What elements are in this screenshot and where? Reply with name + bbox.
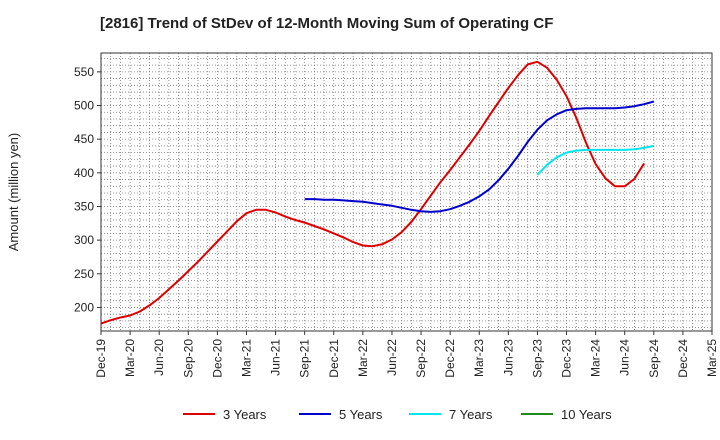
- legend-label-5-years: 5 Years: [339, 407, 383, 422]
- legend-label-7-years: 7 Years: [449, 407, 493, 422]
- x-tick-label: Mar-25: [705, 339, 719, 377]
- plot-area: [100, 52, 713, 332]
- x-tick-label: Dec-20: [210, 339, 224, 378]
- y-axis: 200 250 300 350 400 450 500 550: [74, 65, 101, 314]
- y-tick-label: 200: [74, 300, 94, 314]
- x-tick-label: Sep-23: [530, 339, 544, 378]
- y-tick-label: 450: [74, 132, 94, 146]
- x-tick-label: Dec-19: [94, 339, 108, 378]
- legend-label-3-years: 3 Years: [223, 407, 267, 422]
- x-tick-label: Dec-24: [676, 339, 690, 378]
- x-tick-label: Jun-21: [269, 339, 283, 376]
- series-line-3-years: [100, 60, 645, 325]
- x-axis: Dec-19 Mar-20 Jun-20 Sep-20 Dec-20 Mar-21 Jun-…: [94, 331, 719, 378]
- series-lines: [100, 60, 655, 325]
- grid-lines: [101, 53, 712, 331]
- x-tick-label: Jun-20: [152, 339, 166, 376]
- x-tick-label: Mar-22: [356, 339, 370, 377]
- x-tick-label: Dec-23: [560, 339, 574, 378]
- x-tick-label: Mar-24: [589, 339, 603, 377]
- y-tick-label: 250: [74, 267, 94, 281]
- y-axis-label: Amount (million yen): [6, 133, 21, 252]
- x-tick-label: Sep-24: [647, 339, 661, 378]
- x-tick-label: Mar-23: [472, 339, 486, 377]
- x-tick-label: Dec-22: [443, 339, 457, 378]
- series-line-7-years: [536, 144, 655, 176]
- x-tick-label: Sep-20: [181, 339, 195, 378]
- series-line-5-years: [304, 100, 655, 213]
- legend-label-10-years: 10 Years: [561, 407, 612, 422]
- x-tick-label: Dec-21: [327, 339, 341, 378]
- x-tick-label: Sep-22: [414, 339, 428, 378]
- legend: 3 Years 5 Years 7 Years 10 Years: [183, 407, 612, 422]
- x-tick-label: Jun-22: [385, 339, 399, 376]
- y-tick-label: 400: [74, 166, 94, 180]
- x-tick-label: Mar-21: [239, 339, 253, 377]
- x-tick-label: Jun-23: [501, 339, 515, 376]
- y-tick-label: 300: [74, 233, 94, 247]
- x-tick-label: Jun-24: [618, 339, 632, 376]
- x-tick-label: Mar-20: [123, 339, 137, 377]
- y-tick-label: 500: [74, 99, 94, 113]
- x-tick-label: Sep-21: [298, 339, 312, 378]
- y-tick-label: 350: [74, 199, 94, 213]
- y-tick-label: 550: [74, 65, 94, 79]
- chart-title: [2816] Trend of StDev of 12-Month Moving…: [100, 15, 553, 32]
